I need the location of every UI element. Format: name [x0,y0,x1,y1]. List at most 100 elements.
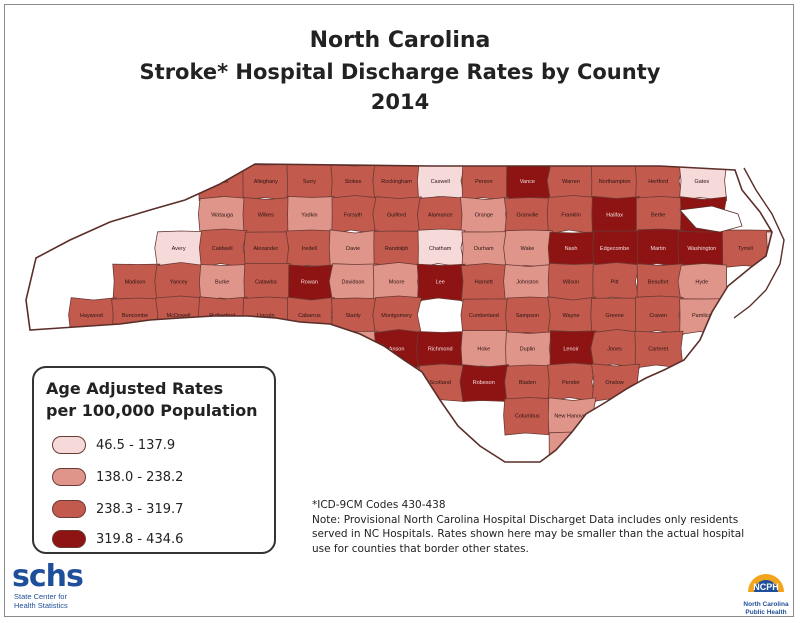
note-line-3: use for counties that border other state… [312,542,529,555]
county-label-pender: Pender [562,380,580,386]
county-label-polk: Polk [217,346,228,352]
ncph-emblem-text: NCPH [753,582,779,592]
legend-item-class-4: 319.8 - 434.6 [52,528,183,550]
note-line-2: served in NC Hospitals. Rates shown here… [312,528,745,540]
county-label-durham: Durham [474,246,494,252]
county-label-greene: Greene [605,313,623,319]
county-label-lee: Lee [436,279,445,285]
county-label-gaston: Gaston [257,346,275,352]
county-moore [372,262,422,302]
county-label-wilkes: Wilkes [258,212,274,218]
county-label-johnston: Johnston [516,279,538,285]
county-label-yancey: Yancey [170,279,188,285]
county-ashe [197,164,248,201]
county-label-mcdowell: McDowell [167,313,191,319]
schs-logo: schs State Center for Health Statistics [12,562,84,611]
legend-item-class-1: 46.5 - 137.9 [52,434,175,456]
county-label-cabarrus: Cabarrus [298,313,321,319]
county-label-washington: Washington [687,246,716,252]
county-union [329,330,379,369]
county-label-chatham: Chatham [429,246,452,252]
county-label-harnett: Harnett [475,279,494,285]
county-label-scotland: Scotland [429,380,450,386]
county-label-union: Union [346,346,360,352]
state-outline [25,163,773,463]
county-label-lenoir: Lenoir [563,346,578,352]
county-label-cumberland: Cumberland [469,313,499,319]
county-label-yadkin: Yadkin [301,212,317,218]
legend-label-3: 238.3 - 319.7 [96,501,184,517]
legend-swatch-3 [52,500,86,518]
map-title-year: 2014 [370,90,430,114]
county-mecklenburg [285,331,335,369]
ncph-logo-subtitle-1: North Carolina [743,601,789,608]
county-label-burke: Burke [215,279,229,285]
legend-swatch-1 [52,436,86,454]
legend-swatch-4 [52,530,86,548]
county-label-columbus: Columbus [515,413,540,419]
county-label-davidson: Davidson [342,279,365,285]
county-label-watauga: Watauga [211,212,234,218]
county-label-hoke: Hoke [477,346,490,352]
county-label-buncombe: Buncombe [122,313,148,319]
county-label-caldwell: Caldwell [212,246,233,252]
county-label-craven: Craven [649,313,667,319]
county-label-avery: Avery [172,246,186,252]
county-label-graham: Graham [38,346,58,352]
county-label-onslow: Onslow [605,380,623,386]
county-label-montgomery: Montgomery [381,313,412,319]
county-label-lincoln: Lincoln [257,313,274,319]
county-graham [26,330,73,369]
county-label-moore: Moore [389,279,405,285]
nc-public-health-logo: NCPH North Carolina Public Health [736,560,796,616]
county-label-warren: Warren [562,179,580,185]
county-label-stokes: Stokes [345,179,362,185]
schs-logo-subtitle-2: Health Statistics [14,601,68,610]
county-label-pitt: Pitt [611,279,619,285]
county-label-nash: Nash [565,246,578,252]
county-label-duplin: Duplin [520,346,536,352]
county-label-martin: Martin [651,246,666,252]
county-label-hyde: Hyde [695,279,708,285]
legend-title-line2: per 100,000 Population [46,401,258,420]
county-label-robeson: Robeson [473,380,495,386]
county-pender [547,362,597,402]
county-gaston [241,330,292,369]
legend-title-line1: Age Adjusted Rates [46,379,224,398]
county-label-tyrrell: Tyrrell [738,246,753,252]
county-label-alexander: Alexander [253,246,278,252]
county-label-vance: Vance [520,179,535,185]
county-label-pamlico: Pamlico [692,313,712,319]
figure-frame [4,4,794,617]
county-label-hertford: Hertford [648,179,668,185]
county-label-catawba: Catawba [255,279,278,285]
county-label-beaufort: Beaufort [648,279,669,285]
county-label-brunswick: Brunswick [558,447,583,453]
county-label-bertie: Bertie [651,212,665,218]
county-label-wake: Wake [520,246,534,252]
county-label-northampton: Northampton [599,179,631,185]
map-legend: Age Adjusted Rates per 100,000 Populatio… [32,366,276,554]
ncph-logo-subtitle-2: Public Health [745,608,787,616]
map-title-line1: North Carolina [309,28,491,53]
county-label-guilford: Guilford [387,212,406,218]
legend-label-2: 138.0 - 238.2 [96,469,184,485]
icd-codes-note: *ICD-9CM Codes 430-438 [312,499,446,511]
county-label-halifax: Halifax [606,212,623,218]
county-label-randolph: Randolph [385,246,409,252]
legend-swatch-2 [52,468,86,486]
nc-public-health-emblem: NCPH [748,574,784,592]
county-label-iredell: Iredell [302,246,317,252]
schs-logo-subtitle-1: State Center for [14,592,67,601]
county-label-haywood: Haywood [80,313,103,319]
county-label-wayne: Wayne [563,313,580,319]
county-label-alamance: Alamance [428,212,452,218]
county-swain [67,331,117,369]
county-label-stanly: Stanly [345,313,361,319]
county-label-mecklenburg: Mecklenburg [294,346,326,352]
county-label-new-hanover: New Hanover [554,413,587,419]
county-label-surry: Surry [303,179,316,185]
county-label-sampson: Sampson [516,313,539,319]
county-label-alleghany: Alleghany [254,179,278,185]
county-label-rockingham: Rockingham [381,179,412,185]
